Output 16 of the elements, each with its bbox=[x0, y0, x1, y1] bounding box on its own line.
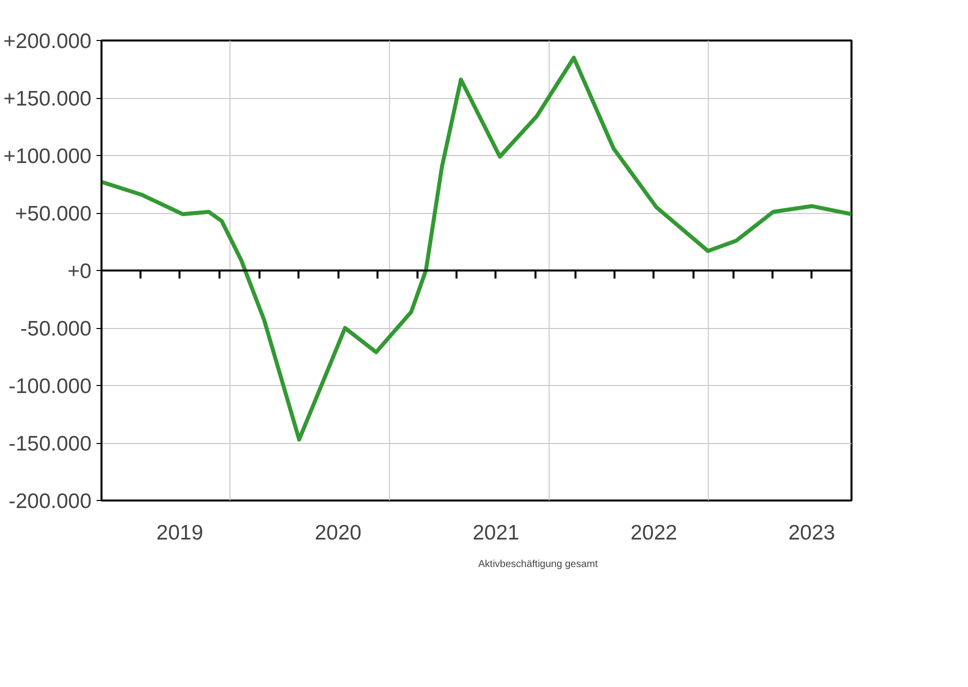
y-tick-label: +50.000 bbox=[15, 202, 92, 226]
y-tick-label: -100.000 bbox=[8, 375, 92, 398]
y-tick-label: -200.000 bbox=[8, 490, 92, 513]
x-tick-label: 2022 bbox=[630, 522, 678, 544]
x-tick-label: 2021 bbox=[472, 522, 520, 544]
y-tick-label: +0 bbox=[68, 260, 92, 283]
x-tick-label: 2023 bbox=[788, 522, 836, 544]
x-tick-label: 2020 bbox=[314, 522, 362, 544]
y-tick-label: +150.000 bbox=[3, 88, 92, 110]
y-tick-label: -50.000 bbox=[20, 318, 92, 340]
text: Aktivbeschäftigung gesamt bbox=[478, 559, 598, 570]
x-tick-label: 2019 bbox=[156, 522, 204, 544]
line-series bbox=[102, 56, 852, 442]
y-tick-label: +100.000 bbox=[3, 145, 92, 168]
y-tick-label: -150.000 bbox=[8, 432, 92, 456]
y-tick-label: +200.000 bbox=[3, 30, 92, 53]
